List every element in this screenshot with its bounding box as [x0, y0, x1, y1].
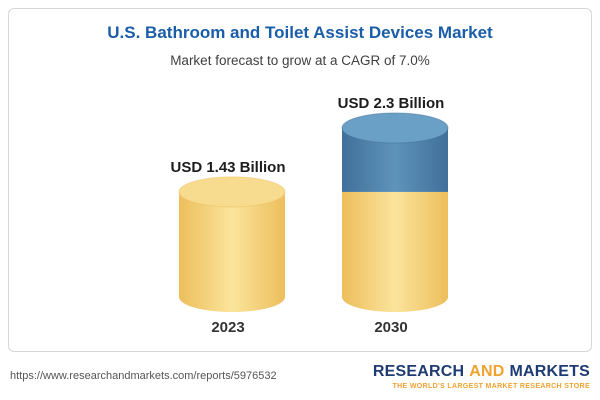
chart-card: U.S. Bathroom and Toilet Assist Devices …: [8, 8, 592, 352]
logo-wordmark: RESEARCH AND MARKETS: [373, 363, 590, 381]
logo-word-and: AND: [469, 362, 505, 380]
category-label-2023: 2023: [211, 319, 245, 336]
value-label-2030: USD 2.3 Billion: [337, 95, 445, 112]
footer: https://www.researchandmarkets.com/repor…: [10, 356, 590, 396]
logo-word-markets: MARKETS: [509, 362, 590, 380]
chart-subtitle: Market forecast to grow at a CAGR of 7.0…: [170, 53, 430, 68]
report-url[interactable]: https://www.researchandmarkets.com/repor…: [10, 370, 277, 382]
logo-word-research: RESEARCH: [372, 362, 465, 380]
chart-title: U.S. Bathroom and Toilet Assist Devices …: [107, 23, 493, 42]
researchandmarkets-logo: RESEARCH AND MARKETS THE WORLD'S LARGEST…: [373, 363, 590, 390]
value-label-2023: USD 1.43 Billion: [170, 159, 286, 176]
category-label-2030: 2030: [374, 319, 408, 336]
cylinder-chart: [178, 112, 449, 312]
logo-tagline: THE WORLD'S LARGEST MARKET RESEARCH STOR…: [392, 382, 590, 390]
